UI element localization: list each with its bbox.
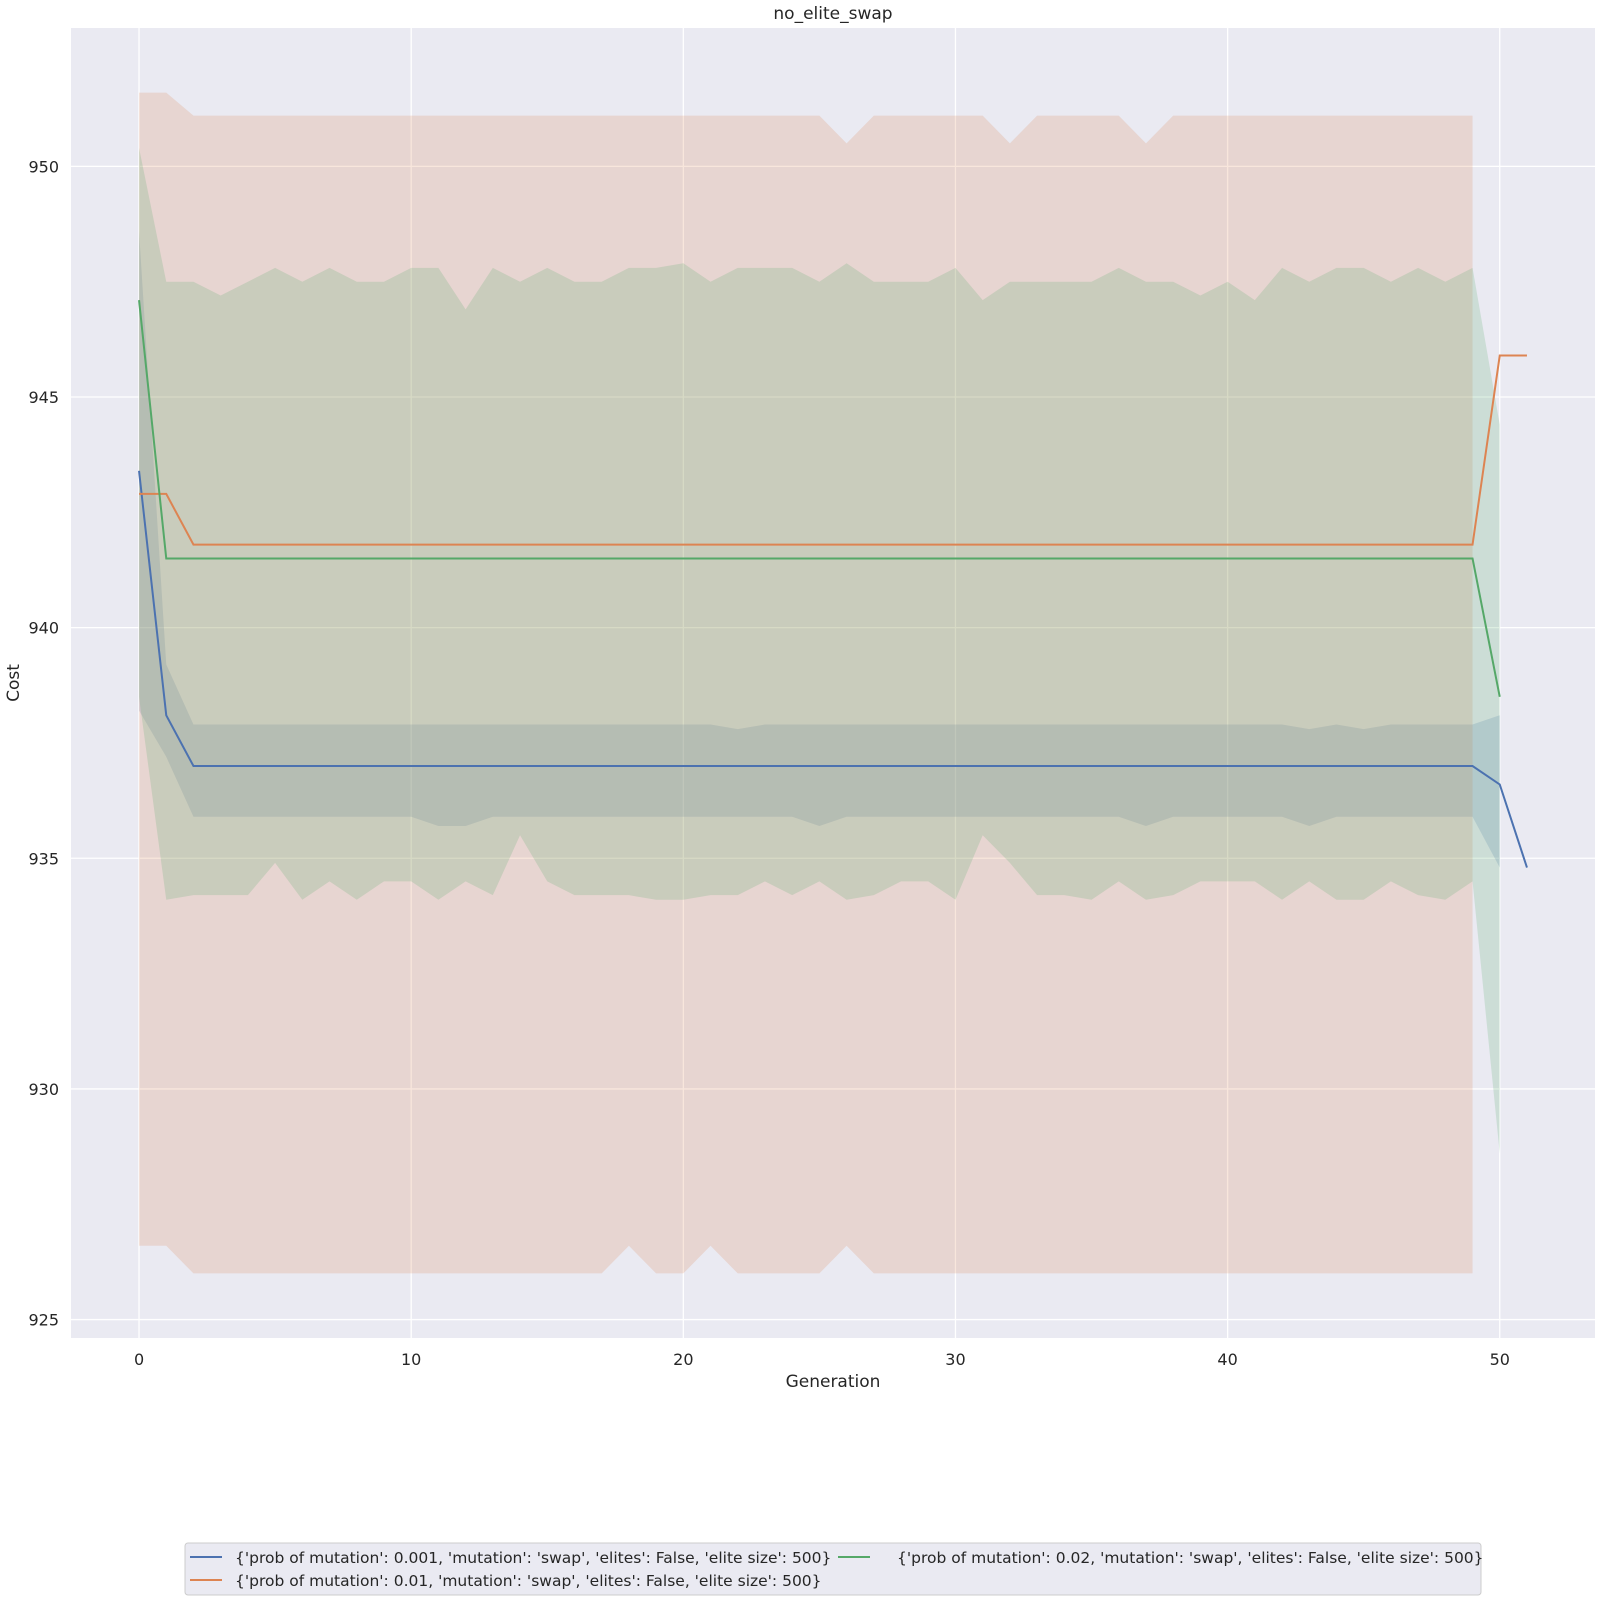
y-axis-ticks: 925 930 935 940 945 950 [28,157,59,1329]
series-line-1 [139,354,1527,546]
confidence-band-0 [139,230,1500,868]
x-tick-label: 30 [945,1350,965,1369]
y-tick-label: 940 [28,619,59,638]
x-tick-label: 0 [134,1350,144,1369]
x-tick-label: 50 [1490,1350,1510,1369]
x-tick-label: 10 [401,1350,421,1369]
y-tick-label: 930 [28,1080,59,1099]
x-tick-label: 40 [1217,1350,1237,1369]
y-tick-label: 950 [28,157,59,176]
series-lines [138,300,1528,868]
chart-title: no_elite_swap [773,4,892,24]
x-axis-ticks: 0 10 20 30 40 50 [134,1350,1510,1369]
legend-entry-1: {'prob of mutation': 0.01, 'mutation': '… [235,1572,822,1590]
legend-box [184,1542,1482,1596]
grid-lines [71,28,1595,1338]
legend-entry-2: {'prob of mutation': 0.02, 'mutation': '… [897,1549,1484,1567]
plot-background [71,28,1595,1338]
legend: {'prob of mutation': 0.001, 'mutation': … [184,1542,1484,1596]
y-tick-label: 925 [28,1311,59,1330]
y-axis-label: Cost [4,664,24,702]
y-tick-label: 945 [28,388,59,407]
confidence-band-1 [139,92,1473,1274]
x-tick-label: 20 [673,1350,693,1369]
legend-entry-0: {'prob of mutation': 0.001, 'mutation': … [235,1549,831,1567]
series-line-2 [138,300,1501,698]
x-axis-label: Generation [786,1372,881,1392]
series-line-0 [138,470,1528,868]
confidence-bands [139,92,1500,1274]
confidence-band-2 [139,147,1500,1154]
y-tick-label: 935 [28,849,59,868]
